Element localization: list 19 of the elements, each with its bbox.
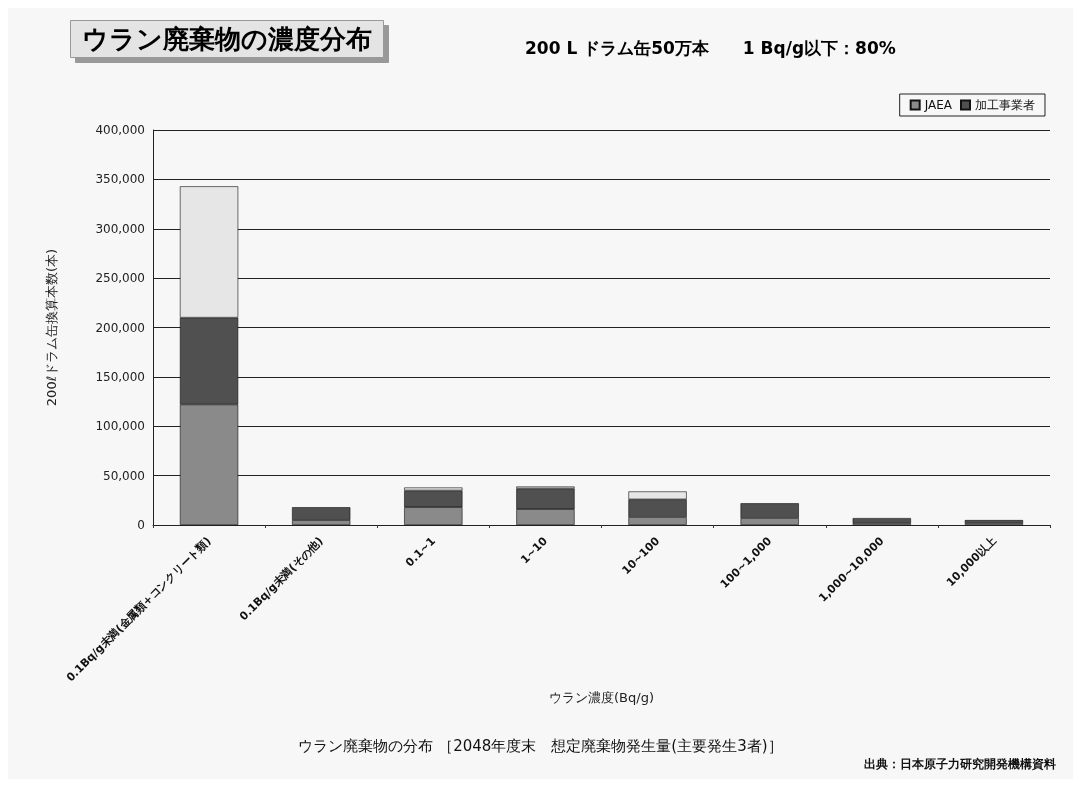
bar [852, 518, 911, 524]
y-tick-label: 300,000 [95, 221, 145, 236]
y-tick-label: 150,000 [95, 369, 145, 384]
y-axis-title: 200ℓドラム缶換算本数(本) [44, 248, 59, 407]
bar [292, 507, 351, 521]
y-tick-label: 350,000 [95, 172, 145, 187]
y-tick-label: 50,000 [103, 468, 145, 483]
legend-label: 加工事業者 [975, 98, 1035, 112]
text: ウラン廃棄物の分布 ［2048年度末 想定廃棄物発生量(主要発生3者)］ [298, 736, 783, 755]
y-tick-label: 250,000 [95, 271, 145, 286]
y-tick-label: 200,000 [95, 320, 145, 335]
legend-label: JAEA [923, 98, 953, 112]
source-note: 出典：日本原子力研究開発機構資料 [864, 757, 1056, 771]
chart-title: ウラン廃棄物の濃度分布 [82, 24, 372, 54]
y-tick-label: 100,000 [95, 419, 145, 434]
y-tick-label: 400,000 [95, 123, 145, 137]
chart-subtitle: 200 L ドラム缶50万本 1 Bq/g以下：80% [525, 37, 896, 58]
x-axis-title: ウラン濃度(Bq/g) [549, 689, 654, 705]
y-tick-label: 0 [137, 518, 145, 532]
